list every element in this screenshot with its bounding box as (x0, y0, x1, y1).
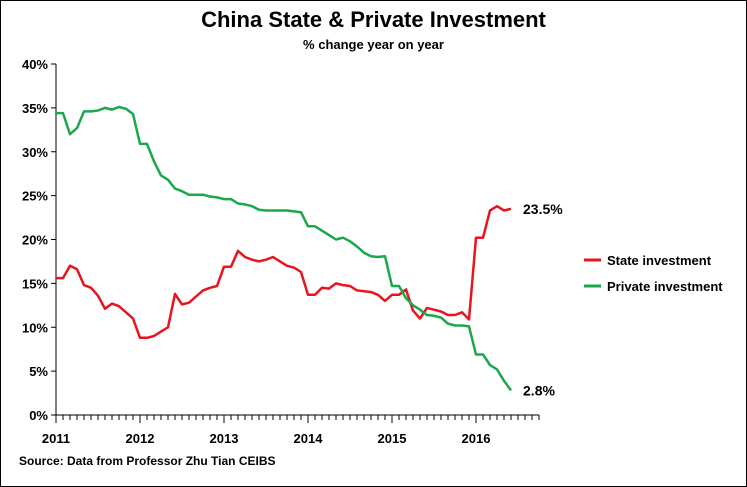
x-tick-label: 2014 (294, 431, 324, 446)
legend-label-state-investment: State investment (607, 253, 712, 268)
y-tick-label: 20% (22, 233, 48, 248)
y-tick-label: 40% (22, 57, 48, 72)
series-line-private-investment (56, 105, 513, 392)
chart-source: Source: Data from Professor Zhu Tian CEI… (19, 454, 276, 468)
y-tick-label: 25% (22, 189, 48, 204)
chart-title: China State & Private Investment (201, 7, 546, 32)
y-tick-label: 10% (22, 320, 48, 335)
y-tick-label: 35% (22, 101, 48, 116)
y-tick-label: 30% (22, 145, 48, 160)
end-label-state-investment: 23.5% (523, 201, 563, 217)
y-tick-label: 0% (29, 408, 48, 423)
x-tick-label: 2011 (42, 431, 70, 446)
y-tick-label: 15% (22, 276, 48, 291)
legend-label-private-investment: Private investment (607, 279, 723, 294)
y-tick-label: 5% (29, 364, 48, 379)
series-line-state-investment (56, 204, 512, 340)
chart-subtitle: % change year on year (303, 37, 444, 52)
x-tick-label: 2016 (462, 431, 491, 446)
x-tick-label: 2012 (126, 431, 155, 446)
x-tick-label: 2013 (210, 431, 239, 446)
end-label-private-investment: 2.8% (523, 382, 555, 398)
x-tick-label: 2015 (378, 431, 407, 446)
